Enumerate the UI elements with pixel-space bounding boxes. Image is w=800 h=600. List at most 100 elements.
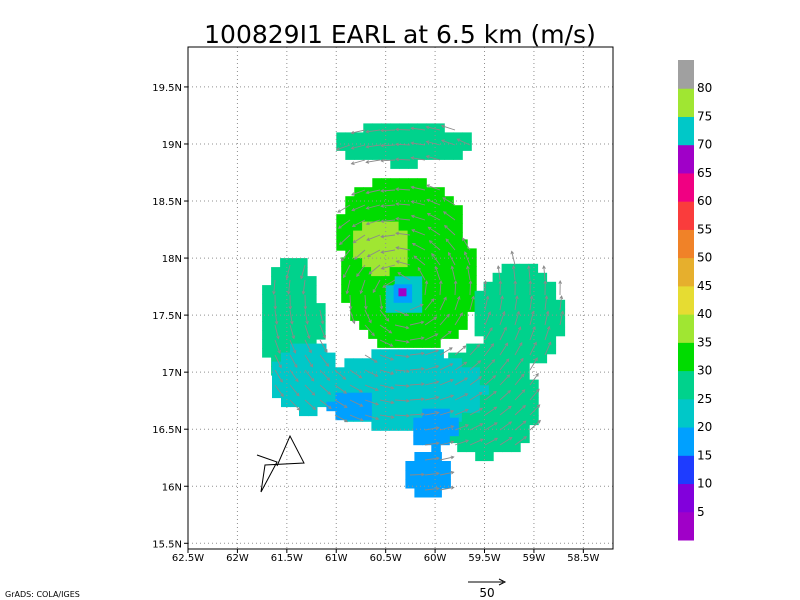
wind-cell — [520, 379, 530, 390]
wind-vector-head — [487, 311, 491, 316]
wind-cell — [510, 299, 521, 310]
wind-cell — [528, 317, 539, 328]
wind-cell — [280, 285, 290, 295]
wind-vector — [381, 249, 396, 253]
wind-vector-head — [342, 376, 347, 380]
y-tick-label: 17N — [162, 368, 182, 379]
wind-cell — [341, 275, 351, 285]
wind-cell — [537, 353, 548, 364]
wind-cell — [493, 388, 503, 399]
wind-vector-head — [411, 242, 416, 247]
wind-cell — [426, 141, 436, 151]
wind-vector-head — [285, 275, 290, 280]
wind-vector-head — [395, 187, 399, 191]
wind-cell — [511, 361, 521, 372]
wind-vector-head — [456, 295, 461, 300]
wind-vector — [529, 357, 538, 371]
wind-cell — [353, 358, 363, 368]
wind-cell — [417, 205, 427, 215]
wind-cell — [520, 388, 530, 399]
wind-cell — [377, 284, 387, 294]
wind-vector — [514, 373, 525, 386]
wind-vectors — [272, 124, 565, 491]
wind-cell — [546, 299, 557, 310]
wind-vector — [529, 389, 540, 401]
wind-cell — [402, 284, 413, 294]
wind-cell — [440, 284, 450, 294]
wind-cell — [502, 406, 512, 417]
wind-cell — [528, 335, 539, 346]
wind-cell — [345, 141, 355, 151]
wind-cell — [407, 358, 417, 368]
wind-vector-head — [521, 389, 526, 393]
wind-cell — [440, 320, 450, 330]
wind-cell — [425, 385, 435, 395]
wind-vector — [514, 358, 524, 371]
wind-cell — [461, 385, 471, 395]
wind-cell — [389, 248, 399, 259]
wind-vector — [529, 420, 541, 431]
wind-cell — [458, 293, 468, 303]
wind-cell — [452, 403, 462, 413]
wind-cell — [467, 284, 477, 294]
wind-cell — [492, 308, 503, 319]
wind-cell — [470, 394, 480, 404]
wind-vector — [367, 249, 381, 257]
wind-cell — [412, 294, 423, 304]
wind-cell — [371, 266, 381, 277]
wind-cell — [326, 361, 336, 372]
wind-vector — [424, 442, 439, 446]
wind-cell — [398, 230, 408, 241]
wind-cell — [484, 415, 494, 426]
wind-cell — [307, 303, 317, 313]
wind-vector — [319, 309, 324, 324]
wind-vector-head — [300, 275, 304, 280]
wind-cell — [407, 403, 417, 413]
colorbar-label: 50 — [697, 251, 712, 265]
wind-cell — [431, 248, 441, 258]
wind-vector-head — [450, 425, 455, 429]
wind-vector — [356, 264, 366, 277]
wind-vector — [528, 266, 531, 281]
wind-cell — [290, 379, 300, 390]
wind-cell — [395, 311, 405, 321]
wind-vector — [514, 326, 521, 341]
wind-cell — [386, 212, 396, 222]
wind-cell — [431, 311, 441, 321]
wind-cell — [426, 132, 436, 142]
wind-vector-head — [421, 397, 425, 401]
wind-vector — [444, 225, 456, 236]
wind-cell — [398, 385, 408, 395]
wind-vector — [352, 219, 366, 227]
wind-cell — [443, 358, 453, 368]
wind-cell — [290, 397, 300, 408]
wind-vector — [304, 384, 315, 396]
wind-cell — [308, 352, 318, 363]
colorbar-label: 75 — [697, 109, 712, 123]
wind-vector — [394, 339, 409, 343]
wind-cell — [417, 123, 427, 133]
wind-cell — [457, 415, 467, 426]
wind-vector-head — [405, 339, 410, 344]
wind-cell — [350, 311, 360, 321]
wind-cell — [431, 293, 441, 303]
wind-cell — [359, 266, 369, 276]
wind-cell — [404, 320, 414, 330]
wind-vector-head — [453, 280, 458, 284]
wind-vector-head — [421, 367, 425, 371]
wind-vector-head — [280, 393, 284, 398]
wind-cell — [483, 335, 494, 346]
wind-cell — [299, 352, 309, 363]
wind-vector-head — [508, 421, 513, 425]
wind-vector-head — [390, 371, 395, 375]
wind-cell — [444, 205, 454, 215]
wind-vector-head — [465, 439, 470, 443]
wind-vector — [424, 316, 437, 326]
wind-vector — [273, 279, 276, 294]
wind-vector-head — [364, 306, 368, 310]
wind-vector-head — [365, 190, 370, 195]
wind-cell — [359, 302, 369, 312]
wind-cell — [372, 123, 382, 133]
wind-vector — [409, 473, 425, 476]
wind-cell — [380, 403, 390, 413]
